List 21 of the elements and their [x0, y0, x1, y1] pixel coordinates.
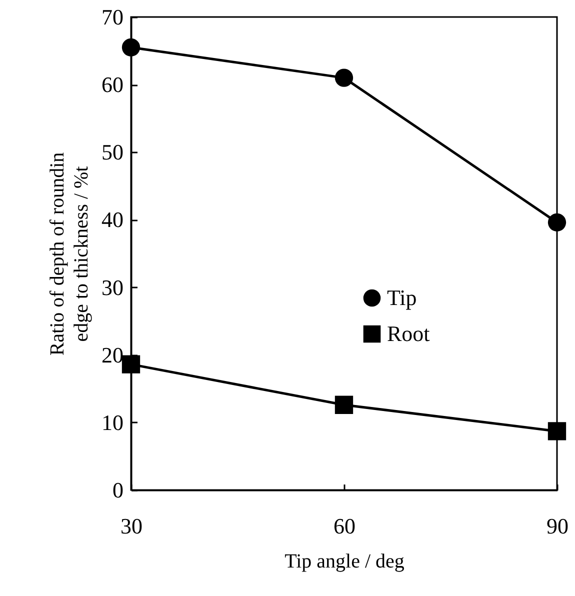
y-tick-label: 40 [102, 207, 124, 232]
point [122, 38, 140, 56]
point [548, 422, 566, 440]
legend-label: Root [387, 321, 430, 346]
y-tick-label: 0 [112, 478, 124, 502]
y-tick-label: 50 [102, 140, 124, 165]
point [334, 396, 354, 414]
y-tick-label: 70 [102, 4, 124, 30]
y-axis-title: Ratio of depth of roundin edge to thickness / %t [46, 152, 92, 356]
point [334, 68, 354, 87]
x-axis-title: Tip angle / deg [284, 550, 404, 572]
y-tick-label: 20 [102, 342, 124, 368]
y-tick-label: 60 [102, 72, 124, 98]
point [548, 213, 566, 232]
y-tick-label: 30 [102, 274, 124, 300]
legend-label: Tip [387, 285, 417, 310]
x-tick-label: 90 [546, 514, 568, 538]
point [122, 355, 140, 374]
x-tick-label: 60 [334, 514, 356, 538]
y-tick-label: 10 [102, 410, 124, 435]
x-tick-label: 30 [120, 514, 142, 538]
